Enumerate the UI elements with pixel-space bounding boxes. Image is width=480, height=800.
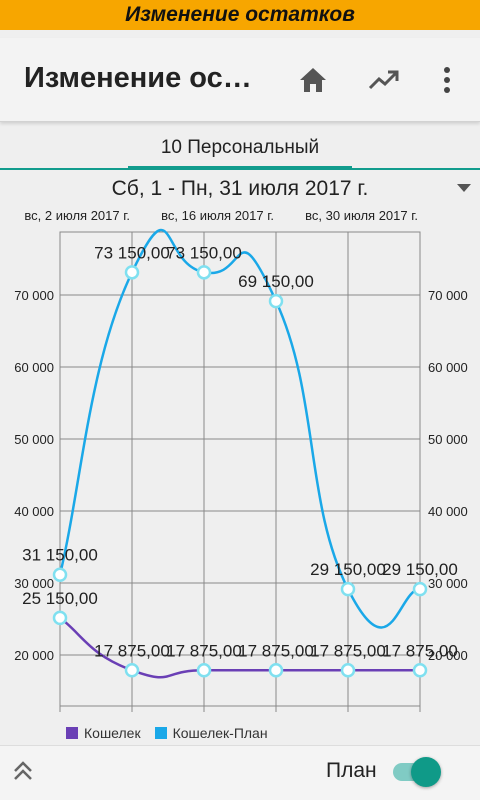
data-label: 73 150,00	[166, 243, 242, 262]
chart-legend: Кошелек Кошелек-План	[66, 724, 282, 742]
data-point-wallet-plan	[196, 265, 212, 280]
tab-bar: 10 Персональный	[0, 128, 480, 170]
top-tick-label: вс, 30 июля 2017 г.	[305, 208, 418, 223]
app-bar: Изменение остатков	[0, 38, 480, 122]
dropdown-arrow-icon[interactable]	[457, 184, 471, 192]
data-point-wallet	[196, 663, 212, 678]
y-tick-label-left: 30 000	[14, 576, 54, 591]
more-vert-icon[interactable]	[429, 62, 465, 98]
legend-swatch	[66, 727, 78, 739]
y-tick-label-right: 60 000	[428, 360, 468, 375]
data-label: 31 150,00	[22, 546, 98, 565]
y-tick-label-left: 50 000	[14, 432, 54, 447]
data-point-wallet-plan	[268, 293, 284, 309]
y-tick-label-right: 50 000	[428, 432, 468, 447]
y-tick-label-left: 70 000	[14, 288, 54, 303]
data-label: 69 150,00	[238, 272, 314, 291]
trending-up-icon[interactable]	[366, 62, 402, 98]
series-line-wallet-plan	[58, 228, 421, 629]
chevron-up-double-icon[interactable]	[8, 756, 38, 786]
data-point-wallet	[124, 663, 140, 678]
legend-item-wallet-plan: Кошелек-План	[154, 725, 268, 741]
data-label: 17 875,00	[94, 641, 170, 660]
legend-label: Кошелек-План	[172, 725, 268, 741]
data-label: 29 150,00	[382, 560, 458, 579]
plan-toggle[interactable]	[393, 755, 443, 787]
plot-frame	[59, 231, 421, 707]
period-selector[interactable]: Сб, 1 - Пн, 31 июля 2017 г.	[111, 177, 369, 200]
plan-label: План	[326, 759, 377, 782]
data-label: 17 875,00	[238, 641, 314, 660]
data-label: 25 150,00	[22, 589, 98, 608]
tab-personal[interactable]: 10 Персональный	[128, 128, 352, 170]
data-label: 17 875,00	[166, 641, 242, 660]
data-point-wallet	[268, 663, 284, 678]
tab-divider	[0, 168, 480, 170]
y-tick-label-right: 30 000	[428, 576, 468, 591]
balance-chart: вс, 2 июля 2017 г. вс, 16 июля 2017 г. вс,…	[14, 208, 468, 712]
data-label: 29 150,00	[310, 560, 386, 579]
data-point-wallet-plan	[124, 265, 140, 280]
data-label: 17 875,00	[382, 641, 458, 660]
y-tick-label-right: 20 000	[428, 648, 468, 663]
data-point-wallet	[52, 610, 68, 626]
data-point-wallet	[412, 663, 428, 678]
app-title-strip: Изменение остатков	[0, 0, 480, 30]
legend-swatch	[154, 727, 167, 739]
legend-label: Кошелек	[84, 725, 141, 741]
y-tick-label-right: 40 000	[428, 504, 468, 519]
home-icon[interactable]	[295, 62, 331, 98]
y-tick-label-left: 20 000	[14, 648, 54, 663]
data-label: 17 875,00	[310, 641, 386, 660]
y-tick-label-left: 40 000	[14, 504, 54, 519]
data-point-wallet-plan	[412, 581, 428, 597]
data-point-wallet-plan	[340, 581, 356, 597]
page-title: Изменение остатков	[24, 62, 264, 94]
toggle-thumb	[411, 757, 441, 787]
y-tick-label-left: 60 000	[14, 360, 54, 375]
data-label: 73 150,00	[94, 243, 170, 262]
top-tick-label: вс, 2 июля 2017 г.	[24, 208, 130, 223]
data-point-wallet-plan	[52, 567, 68, 582]
bottom-bar: План	[0, 745, 480, 800]
y-tick-label-right: 70 000	[428, 288, 468, 303]
legend-item-wallet: Кошелек	[66, 725, 141, 741]
top-tick-label: вс, 16 июля 2017 г.	[161, 208, 274, 223]
data-point-wallet	[340, 663, 356, 678]
